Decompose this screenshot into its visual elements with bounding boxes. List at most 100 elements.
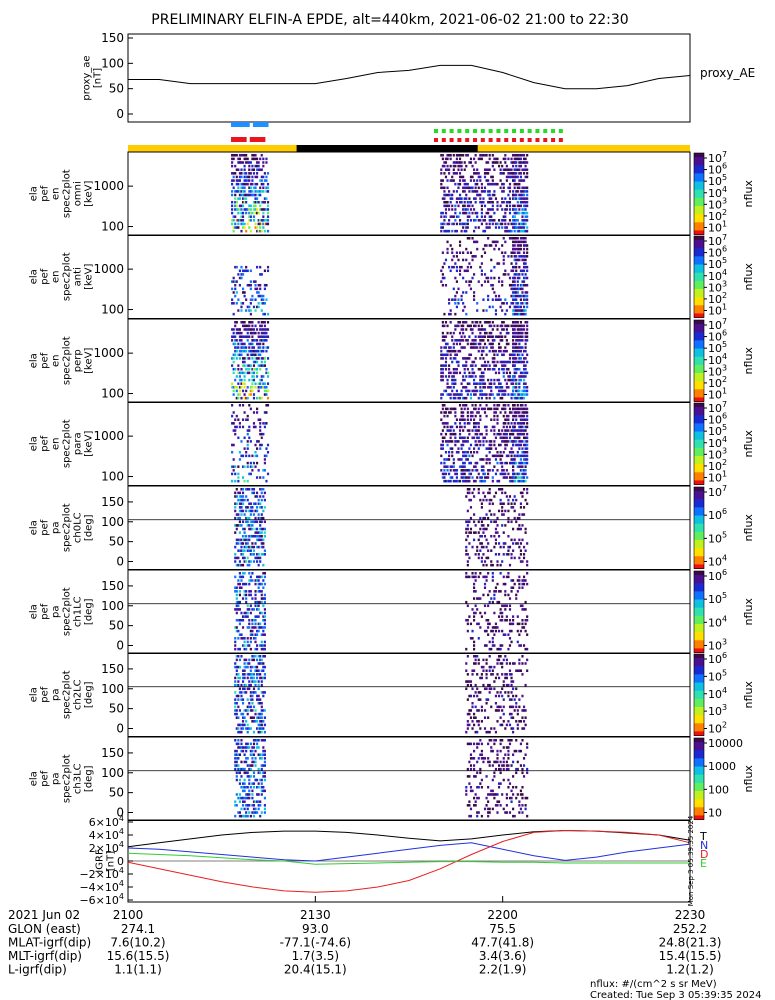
colorbar-step (694, 175, 704, 178)
spectrogram-cell (474, 219, 477, 222)
spectrogram-cell (519, 298, 522, 301)
spectrogram-cell (493, 513, 496, 516)
spectrogram-cell (237, 647, 240, 651)
spectrogram-cell (234, 647, 237, 651)
spectrogram-cell (519, 429, 522, 432)
spectrogram-cell (256, 328, 259, 331)
spectrogram-cell (259, 425, 262, 429)
spectrogram-cell (241, 291, 245, 294)
spectrogram-cell (262, 375, 265, 378)
spectrogram-cell (522, 414, 526, 418)
colorbar-step (694, 332, 704, 335)
spectrogram-cell (440, 168, 443, 171)
spectrogram-cell (449, 440, 452, 443)
spectrogram-cell (441, 211, 444, 215)
y-axis-label-line: [keV] (84, 431, 95, 457)
spectrogram-cell (480, 269, 483, 273)
spectrogram-cell (235, 389, 238, 393)
spectrogram-cell (259, 727, 262, 730)
spectrogram-cell (512, 342, 515, 346)
spectrogram-cell (465, 222, 468, 226)
spectrogram-cell (237, 396, 240, 400)
spectrogram-cell (466, 429, 469, 432)
spectrogram-cell (443, 324, 446, 328)
spectrogram-cell (493, 276, 496, 280)
spectrogram-cell (526, 447, 529, 450)
spectrogram-cell (254, 516, 257, 520)
spectrogram-cell (482, 545, 485, 549)
spectrogram-cell (235, 716, 238, 719)
spectrogram-cell (502, 364, 505, 367)
spectrogram-cell (256, 305, 259, 309)
spectrogram-cell (259, 723, 262, 727)
spectrogram-cell (243, 593, 246, 597)
spectrogram-cell (252, 716, 256, 719)
spectrogram-cell (237, 342, 240, 346)
spectrogram-cell (516, 273, 519, 276)
spectrogram-cell (440, 179, 443, 182)
spectrogram-cell (443, 339, 446, 342)
spectrogram-cell (526, 298, 529, 301)
spectrogram-cell (524, 294, 527, 298)
science-zone-mark-green (480, 129, 485, 133)
spectrogram-cell (491, 219, 494, 222)
spectrogram-cell (463, 222, 466, 226)
spectrogram-cell (496, 204, 499, 208)
spectrogram-cell (510, 450, 513, 454)
spectrogram-cell (477, 407, 480, 411)
spectrogram-cell (240, 730, 243, 734)
colorbar-step (694, 379, 704, 382)
spectrogram-cell (473, 450, 476, 454)
spectrogram-cell (451, 425, 454, 429)
spectrogram-cell (510, 283, 513, 287)
spectrogram-cell (449, 357, 452, 360)
spectrogram-cell (262, 527, 265, 531)
spectrogram-cell (522, 364, 526, 367)
spectrogram-cell (444, 360, 448, 364)
spectrogram-cell (474, 662, 477, 665)
spectrogram-cell (452, 222, 455, 226)
spectrogram-cell (234, 665, 237, 669)
spectrogram-cell (499, 502, 502, 505)
spectrogram-cell (505, 443, 508, 447)
spectrogram-cell (474, 255, 477, 258)
spectrogram-cell (234, 712, 237, 716)
spectrogram-cell (460, 411, 463, 414)
spectrogram-cell (512, 197, 515, 200)
spectrogram-cell (512, 389, 515, 393)
colorbar-tick-label: 102 (708, 291, 727, 306)
spectrogram-cell (240, 346, 243, 349)
spectrogram-cell (510, 476, 513, 479)
spectrogram-cell (487, 593, 490, 597)
spectrogram-cell (444, 193, 448, 197)
spectrogram-cell (452, 265, 455, 269)
spectrogram-cell (485, 461, 488, 465)
spectrogram-cell (468, 283, 471, 287)
spectrogram-cell (515, 197, 518, 200)
spectrogram-cell (480, 506, 483, 509)
spectrogram-cell (234, 215, 237, 218)
spectrogram-cell (524, 161, 527, 164)
spectrogram-cell (505, 495, 508, 498)
spectrogram-cell (266, 312, 270, 316)
spectrogram-cell (257, 586, 260, 589)
spectrogram-cell (521, 447, 524, 450)
spectrogram-cell (502, 542, 505, 545)
spectrogram-cell (488, 215, 491, 218)
spectrogram-cell (245, 200, 248, 204)
spectrogram-ylabel: ela pef pa spec2plot ch2LC [deg] (29, 670, 95, 719)
spectrogram-cell (469, 251, 473, 254)
spectrogram-cell (480, 208, 483, 211)
spectrogram-cell (444, 204, 448, 208)
spectrogram-cell (522, 513, 526, 516)
spectrogram-cell (477, 622, 480, 626)
spectrogram-cell (513, 240, 516, 244)
spectrogram-cell (526, 251, 529, 254)
spectrogram-cell (234, 200, 237, 204)
spectrogram-cell (440, 182, 443, 186)
spectrogram-cell (501, 465, 504, 468)
colorbar-step (694, 597, 704, 601)
spectrogram-cell (444, 157, 448, 161)
spectrogram-cell (507, 534, 510, 538)
spectrogram-cell (471, 164, 474, 168)
